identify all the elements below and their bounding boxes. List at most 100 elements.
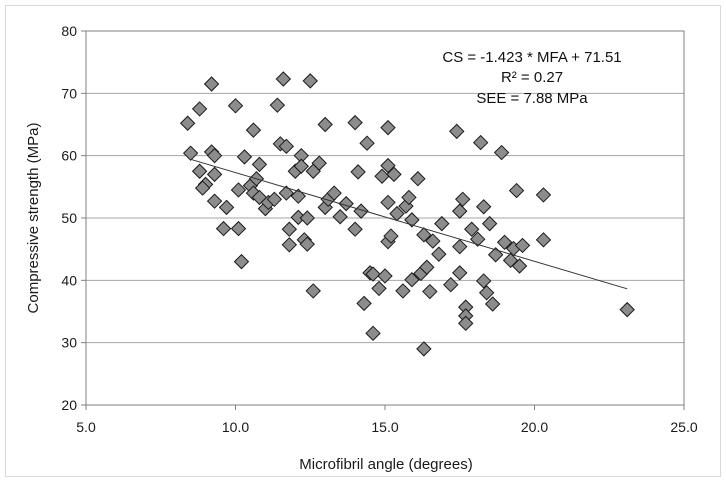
data-point (266, 191, 283, 208)
x-tick-label: 25.0 (670, 419, 697, 435)
data-point (278, 138, 295, 155)
x-axis-title: Microfibril angle (degrees) (299, 456, 472, 473)
trendline (190, 158, 628, 290)
data-point (305, 283, 321, 299)
data-point (203, 76, 220, 92)
data-points (179, 71, 635, 357)
data-point (317, 116, 333, 133)
y-tick-label: 40 (61, 272, 77, 288)
data-point (404, 272, 420, 288)
data-point (338, 195, 354, 212)
data-point (469, 231, 486, 247)
data-point (347, 114, 363, 131)
data-point (535, 232, 552, 248)
data-point (452, 238, 468, 255)
data-point (281, 237, 298, 253)
data-point (425, 233, 441, 249)
data-point (191, 101, 208, 117)
data-point (472, 134, 489, 151)
data-point (452, 265, 468, 281)
x-tick-label: 20.0 (521, 419, 548, 435)
see-label: SEE = 7.88 MPa (476, 90, 588, 107)
data-point (179, 115, 196, 131)
data-point (502, 252, 519, 269)
data-point (191, 163, 208, 179)
data-point (374, 168, 390, 184)
data-point (206, 147, 223, 164)
data-point (311, 155, 327, 171)
y-tick-label: 50 (61, 210, 77, 226)
data-point (484, 296, 501, 312)
data-point (332, 209, 348, 225)
data-point (535, 187, 552, 203)
data-point (475, 199, 492, 215)
data-point (275, 71, 292, 87)
data-point (401, 189, 417, 206)
data-point (383, 228, 399, 244)
data-point (377, 268, 393, 284)
data-point (380, 194, 396, 211)
data-point (206, 193, 223, 209)
chart-area (5, 5, 721, 477)
data-point (218, 199, 235, 216)
data-point (404, 212, 420, 228)
y-tick-label: 60 (61, 148, 77, 164)
data-point (230, 220, 247, 237)
data-point (365, 266, 381, 282)
data-point (365, 325, 381, 342)
equation-label: CS = -1.423 * MFA + 71.51 (442, 49, 621, 66)
data-point (302, 73, 318, 89)
data-point (251, 156, 268, 173)
data-point (227, 98, 244, 114)
data-point (293, 158, 309, 174)
data-point (443, 276, 459, 293)
data-point (514, 237, 531, 254)
data-point (215, 220, 232, 237)
data-point (416, 227, 432, 243)
data-point (449, 123, 465, 140)
data-point (619, 301, 635, 318)
data-point (395, 283, 411, 299)
y-axis-title: Compressive strength (MPa) (25, 123, 42, 314)
data-point (431, 246, 447, 262)
x-tick-label: 15.0 (371, 419, 398, 435)
y-tick-label: 70 (61, 85, 77, 101)
data-point (508, 182, 525, 199)
data-point (206, 166, 223, 183)
data-point (347, 221, 363, 237)
data-point (380, 119, 396, 136)
data-point (475, 273, 492, 289)
data-point (371, 280, 387, 297)
data-point (419, 259, 435, 275)
y-tick-label: 30 (61, 335, 77, 351)
x-tick-label: 5.0 (76, 419, 96, 435)
x-tick-label: 10.0 (222, 419, 249, 435)
data-point (299, 210, 315, 226)
data-point (194, 180, 211, 196)
y-tick-label: 80 (61, 23, 77, 39)
data-point (236, 149, 253, 165)
r-squared-label: R² = 0.27 (501, 69, 563, 86)
data-point (278, 185, 295, 201)
data-point (422, 283, 438, 300)
data-point (481, 215, 498, 232)
data-point (230, 182, 247, 198)
data-point (511, 258, 528, 274)
data-point (452, 203, 468, 219)
data-point (386, 166, 402, 183)
data-point (493, 144, 510, 161)
data-point (496, 234, 513, 251)
data-point (458, 315, 474, 332)
data-point (356, 295, 372, 312)
data-point (182, 145, 199, 161)
data-point (269, 97, 286, 113)
x-axis-ticks: 5.0 10.0 15.0 20.0 25.0 (76, 405, 698, 435)
data-point (455, 191, 471, 208)
data-point (233, 253, 250, 270)
data-point (281, 221, 298, 237)
data-point (350, 164, 366, 180)
data-point (245, 122, 262, 138)
data-point (299, 236, 315, 252)
data-point (359, 135, 375, 151)
